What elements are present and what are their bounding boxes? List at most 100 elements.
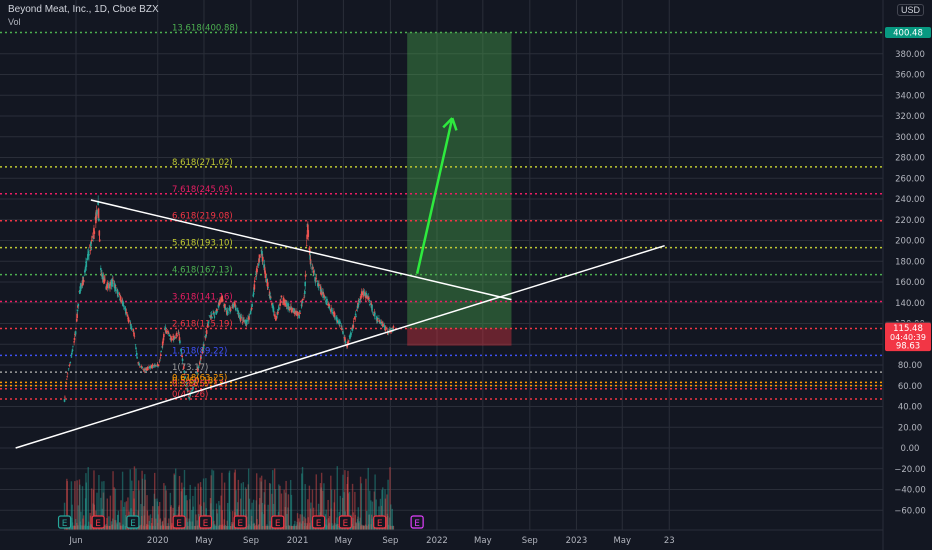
volume-bar	[173, 475, 176, 530]
candle-body	[63, 398, 66, 402]
volume-bar	[149, 525, 151, 530]
candle-body	[315, 278, 318, 279]
volume-bar	[233, 472, 236, 530]
volume-bar	[90, 524, 92, 530]
candle-body	[87, 251, 90, 254]
candle-body	[92, 236, 94, 238]
time-tick-label: 2021	[287, 536, 309, 546]
volume-bar	[133, 466, 136, 530]
volume-bar	[319, 483, 322, 530]
earnings-marker-box	[373, 515, 387, 529]
candle-body	[266, 282, 269, 288]
candle-body	[227, 311, 229, 313]
candle-body	[257, 263, 260, 266]
volume-bar	[183, 487, 185, 530]
candle-body	[322, 293, 325, 295]
volume-bar	[165, 490, 167, 530]
time-tick-label: 23	[664, 536, 675, 546]
candle-body	[243, 320, 245, 322]
candle-body	[231, 307, 233, 309]
candle-body	[256, 268, 258, 273]
price-tick-label: −20.00	[894, 465, 925, 475]
volume-bar	[367, 524, 370, 530]
time-tick-label: Jun	[68, 536, 82, 546]
volume-bar	[88, 525, 90, 530]
candle-body	[110, 279, 113, 287]
volume-bar	[79, 521, 81, 530]
volume-bar	[180, 491, 183, 530]
candle-body	[250, 309, 253, 310]
fib-level-label: 1.618(89.22)	[172, 346, 227, 356]
volume-bar	[354, 514, 356, 530]
volume-bar	[330, 475, 332, 530]
candle-body	[191, 388, 194, 390]
volume-bar	[109, 525, 111, 530]
volume-bar	[117, 514, 119, 530]
volume-bar	[85, 473, 87, 530]
volume-bar	[103, 524, 106, 530]
candle-body	[136, 357, 138, 359]
candle-body	[334, 316, 336, 318]
volume-bar	[87, 525, 89, 530]
volume-bar	[306, 525, 308, 530]
candle-body	[323, 295, 326, 297]
candle-body	[229, 309, 232, 311]
volume-bar	[189, 484, 191, 530]
candle-body	[161, 345, 164, 348]
volume-bar	[219, 524, 221, 530]
candle-body	[202, 343, 205, 349]
candle-body	[93, 231, 96, 234]
volume-bar	[71, 522, 74, 530]
candle-body	[389, 328, 392, 331]
volume-bar	[293, 525, 295, 530]
volume-bar	[137, 480, 140, 530]
volume-bar	[248, 524, 250, 530]
candle-body	[106, 282, 109, 285]
candle-body	[122, 305, 125, 307]
volume-bar	[127, 497, 129, 530]
candle-body	[103, 278, 106, 284]
volume-bar	[223, 519, 225, 530]
candle-body	[283, 299, 285, 305]
volume-bar	[181, 482, 183, 530]
candle-body	[159, 359, 161, 361]
price-tick-label: 0.00	[901, 444, 920, 454]
volume-bar	[213, 520, 215, 530]
volume-bar	[252, 523, 254, 530]
volume-bar	[144, 479, 146, 530]
candle-body	[90, 241, 92, 247]
candle-body	[219, 300, 221, 304]
candle-body	[213, 311, 215, 313]
candle-body	[308, 247, 311, 250]
volume-bar	[162, 525, 165, 530]
volume-bar	[373, 491, 376, 530]
candle-body	[177, 332, 180, 334]
candle-body	[242, 317, 244, 319]
volume-bar	[322, 490, 324, 530]
candle-body	[147, 369, 149, 370]
volume-bar	[301, 466, 304, 530]
volume-bar	[195, 514, 197, 530]
volume-bar	[213, 525, 215, 530]
candle-body	[178, 334, 180, 336]
candle-body	[341, 328, 344, 329]
candle-body	[253, 280, 256, 283]
volume-bar	[118, 522, 121, 530]
candle-body	[101, 273, 103, 275]
currency-button[interactable]: USD	[897, 4, 925, 16]
volume-bar	[78, 479, 81, 530]
volume-bar	[308, 485, 311, 530]
candle-body	[296, 311, 299, 316]
time-tick-label: May	[195, 536, 213, 546]
volume-bar	[106, 498, 109, 530]
volume-bar	[79, 484, 81, 530]
volume-bar	[196, 525, 199, 530]
volume-bar	[82, 515, 85, 530]
price-tick-label: 360.00	[895, 71, 925, 81]
volume-bar	[113, 487, 115, 530]
volume-bar	[146, 495, 148, 530]
time-tick-label: 2022	[426, 536, 448, 546]
candle-body	[192, 387, 195, 389]
candle-body	[216, 311, 219, 312]
